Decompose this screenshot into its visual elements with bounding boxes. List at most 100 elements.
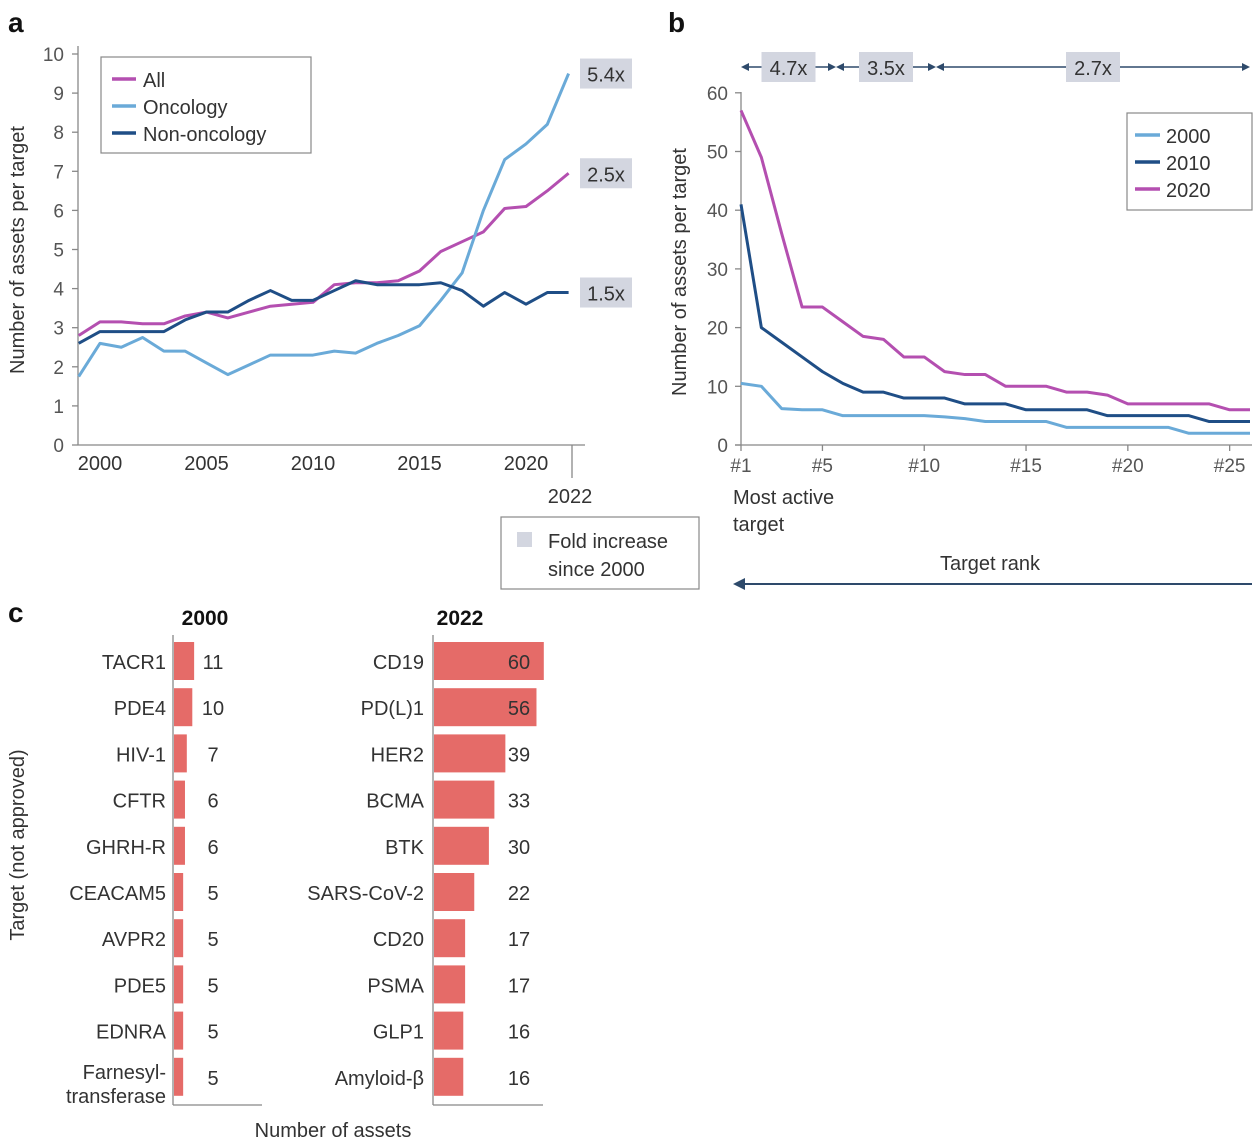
bar-category-label: TACR1 [102, 652, 166, 674]
panel-b-y-tick-label: 60 [707, 84, 728, 105]
range-label: 4.7x [770, 58, 808, 80]
series-line-non-oncology [77, 279, 569, 345]
panel-b-x-tick-label: #25 [1214, 456, 1246, 477]
bar [434, 1057, 464, 1096]
bar-category-label: CEACAM5 [69, 883, 166, 905]
bar-category-label: HER2 [371, 744, 424, 766]
fold-label-box [580, 277, 632, 308]
bar [434, 826, 489, 865]
bar-category-label: AVPR2 [102, 929, 166, 951]
panel-b-chart: Number of assets per target Most active … [669, 52, 1253, 590]
target-rank-arrowhead-icon [733, 578, 745, 590]
bar [174, 1057, 184, 1096]
panel-a-x-tick-label: 2020 [504, 453, 549, 475]
arrow-right-icon [1242, 63, 1250, 71]
panel-a-y-tick-label: 8 [53, 123, 64, 144]
panel-a-y-tick-label: 9 [53, 84, 64, 105]
bar-category-label: CD19 [373, 652, 424, 674]
panel-a-y-tick-label: 3 [53, 319, 64, 340]
bar-2022-title: 2022 [437, 607, 484, 630]
panel-label-b: b [668, 7, 685, 38]
panel-a-x-tick-2022: 2022 [548, 486, 593, 508]
bar [434, 1011, 464, 1050]
fold-legend-line1: Fold increase [548, 531, 668, 553]
bar-category-label: PSMA [367, 975, 424, 997]
arrow-right-icon [828, 63, 836, 71]
panel-b-y-tick-label: 30 [707, 260, 728, 281]
bar-category-label: GLP1 [373, 1022, 424, 1044]
bar [174, 873, 184, 911]
fold-legend-box [500, 516, 700, 590]
legend-label: Oncology [143, 97, 228, 119]
series-line-2020 [739, 109, 1250, 412]
panel-b-x-tick-label: #10 [908, 456, 940, 477]
panel-b-x-tick-label: #1 [730, 456, 751, 477]
fold-legend-line2: since 2000 [548, 559, 645, 581]
panel-b-y-tick-label: 50 [707, 143, 728, 164]
panel-b-y-tick-label: 40 [707, 201, 728, 222]
panel-a-y-tick-label: 4 [53, 280, 64, 301]
bar [434, 873, 475, 911]
legend-label: 2010 [1166, 153, 1211, 175]
bar [174, 642, 195, 680]
panel-a-y-tick-label: 7 [53, 162, 64, 183]
bar [434, 688, 537, 727]
bar-value-label: 5 [207, 883, 218, 905]
bar-value-label: 5 [207, 1022, 218, 1044]
panel-a-y-tick-label: 6 [53, 201, 64, 222]
panel-a-x-tick-label: 2015 [397, 453, 442, 475]
bar [174, 1011, 184, 1050]
bar-category-label: CFTR [113, 791, 166, 813]
panel-c-y-axis-label: Target (not approved) [7, 749, 29, 940]
range-label: 3.5x [867, 58, 905, 80]
bar-value-label: 6 [207, 791, 218, 813]
bar [434, 642, 544, 680]
bar-value-label: 33 [508, 791, 530, 813]
bar-category-label: PDE4 [114, 698, 166, 720]
bar-category-label: GHRH-R [86, 837, 166, 859]
panel-b-x-tick-label: #15 [1010, 456, 1042, 477]
series-line-all [77, 172, 570, 337]
range-label-box [761, 52, 816, 82]
arrow-left-icon [936, 63, 944, 71]
panel-b-x-axis-label: Target rank [940, 553, 1041, 575]
panel-a-y-tick-label: 5 [53, 241, 64, 262]
series-line-oncology [77, 72, 570, 378]
panel-a-x-tick-label: 2010 [291, 453, 336, 475]
bar-value-label: 11 [203, 652, 224, 674]
bar-value-label: 5 [207, 929, 218, 951]
panel-c-x-axis-label: Number of assets [255, 1120, 412, 1142]
range-label-box [1066, 52, 1120, 82]
legend-label: 2020 [1166, 180, 1211, 202]
most-active-line2: target [733, 514, 785, 536]
panel-b-y-tick-label: 0 [717, 436, 728, 457]
arrow-right-icon [928, 63, 936, 71]
bar-value-label: 5 [207, 975, 218, 997]
fold-label: 2.5x [587, 164, 625, 186]
panel-b-y-axis-label: Number of assets per target [669, 148, 691, 396]
bar-value-label: 60 [508, 652, 530, 674]
panel-b-y-tick-label: 20 [707, 319, 728, 340]
fold-label-box [580, 158, 632, 189]
bar-2000-title: 2000 [182, 607, 229, 630]
bar [434, 965, 466, 1004]
bar [174, 826, 185, 865]
panel-b-x-tick-label: #20 [1112, 456, 1144, 477]
panel-c-chart: Target (not approved) 2000 2022 Number o… [7, 607, 544, 1142]
panel-a-x-tick-label: 2000 [78, 453, 123, 475]
bar-category-label: PD(L)1 [361, 698, 424, 720]
bar-value-label: 16 [508, 1068, 530, 1090]
range-label-box [859, 52, 913, 82]
bar [174, 919, 184, 958]
bar [174, 780, 185, 819]
bar-category-label: PDE5 [114, 975, 166, 997]
bar-category-label: Amyloid-β [335, 1068, 424, 1090]
bar-category-label: EDNRA [96, 1022, 167, 1044]
bar-category-label: CD20 [373, 929, 424, 951]
bar-value-label: 30 [508, 837, 530, 859]
most-active-line1: Most active [733, 487, 834, 509]
panel-a-y-tick-label: 0 [53, 436, 64, 457]
fold-legend-swatch [517, 532, 532, 547]
bar-value-label: 7 [207, 744, 218, 766]
